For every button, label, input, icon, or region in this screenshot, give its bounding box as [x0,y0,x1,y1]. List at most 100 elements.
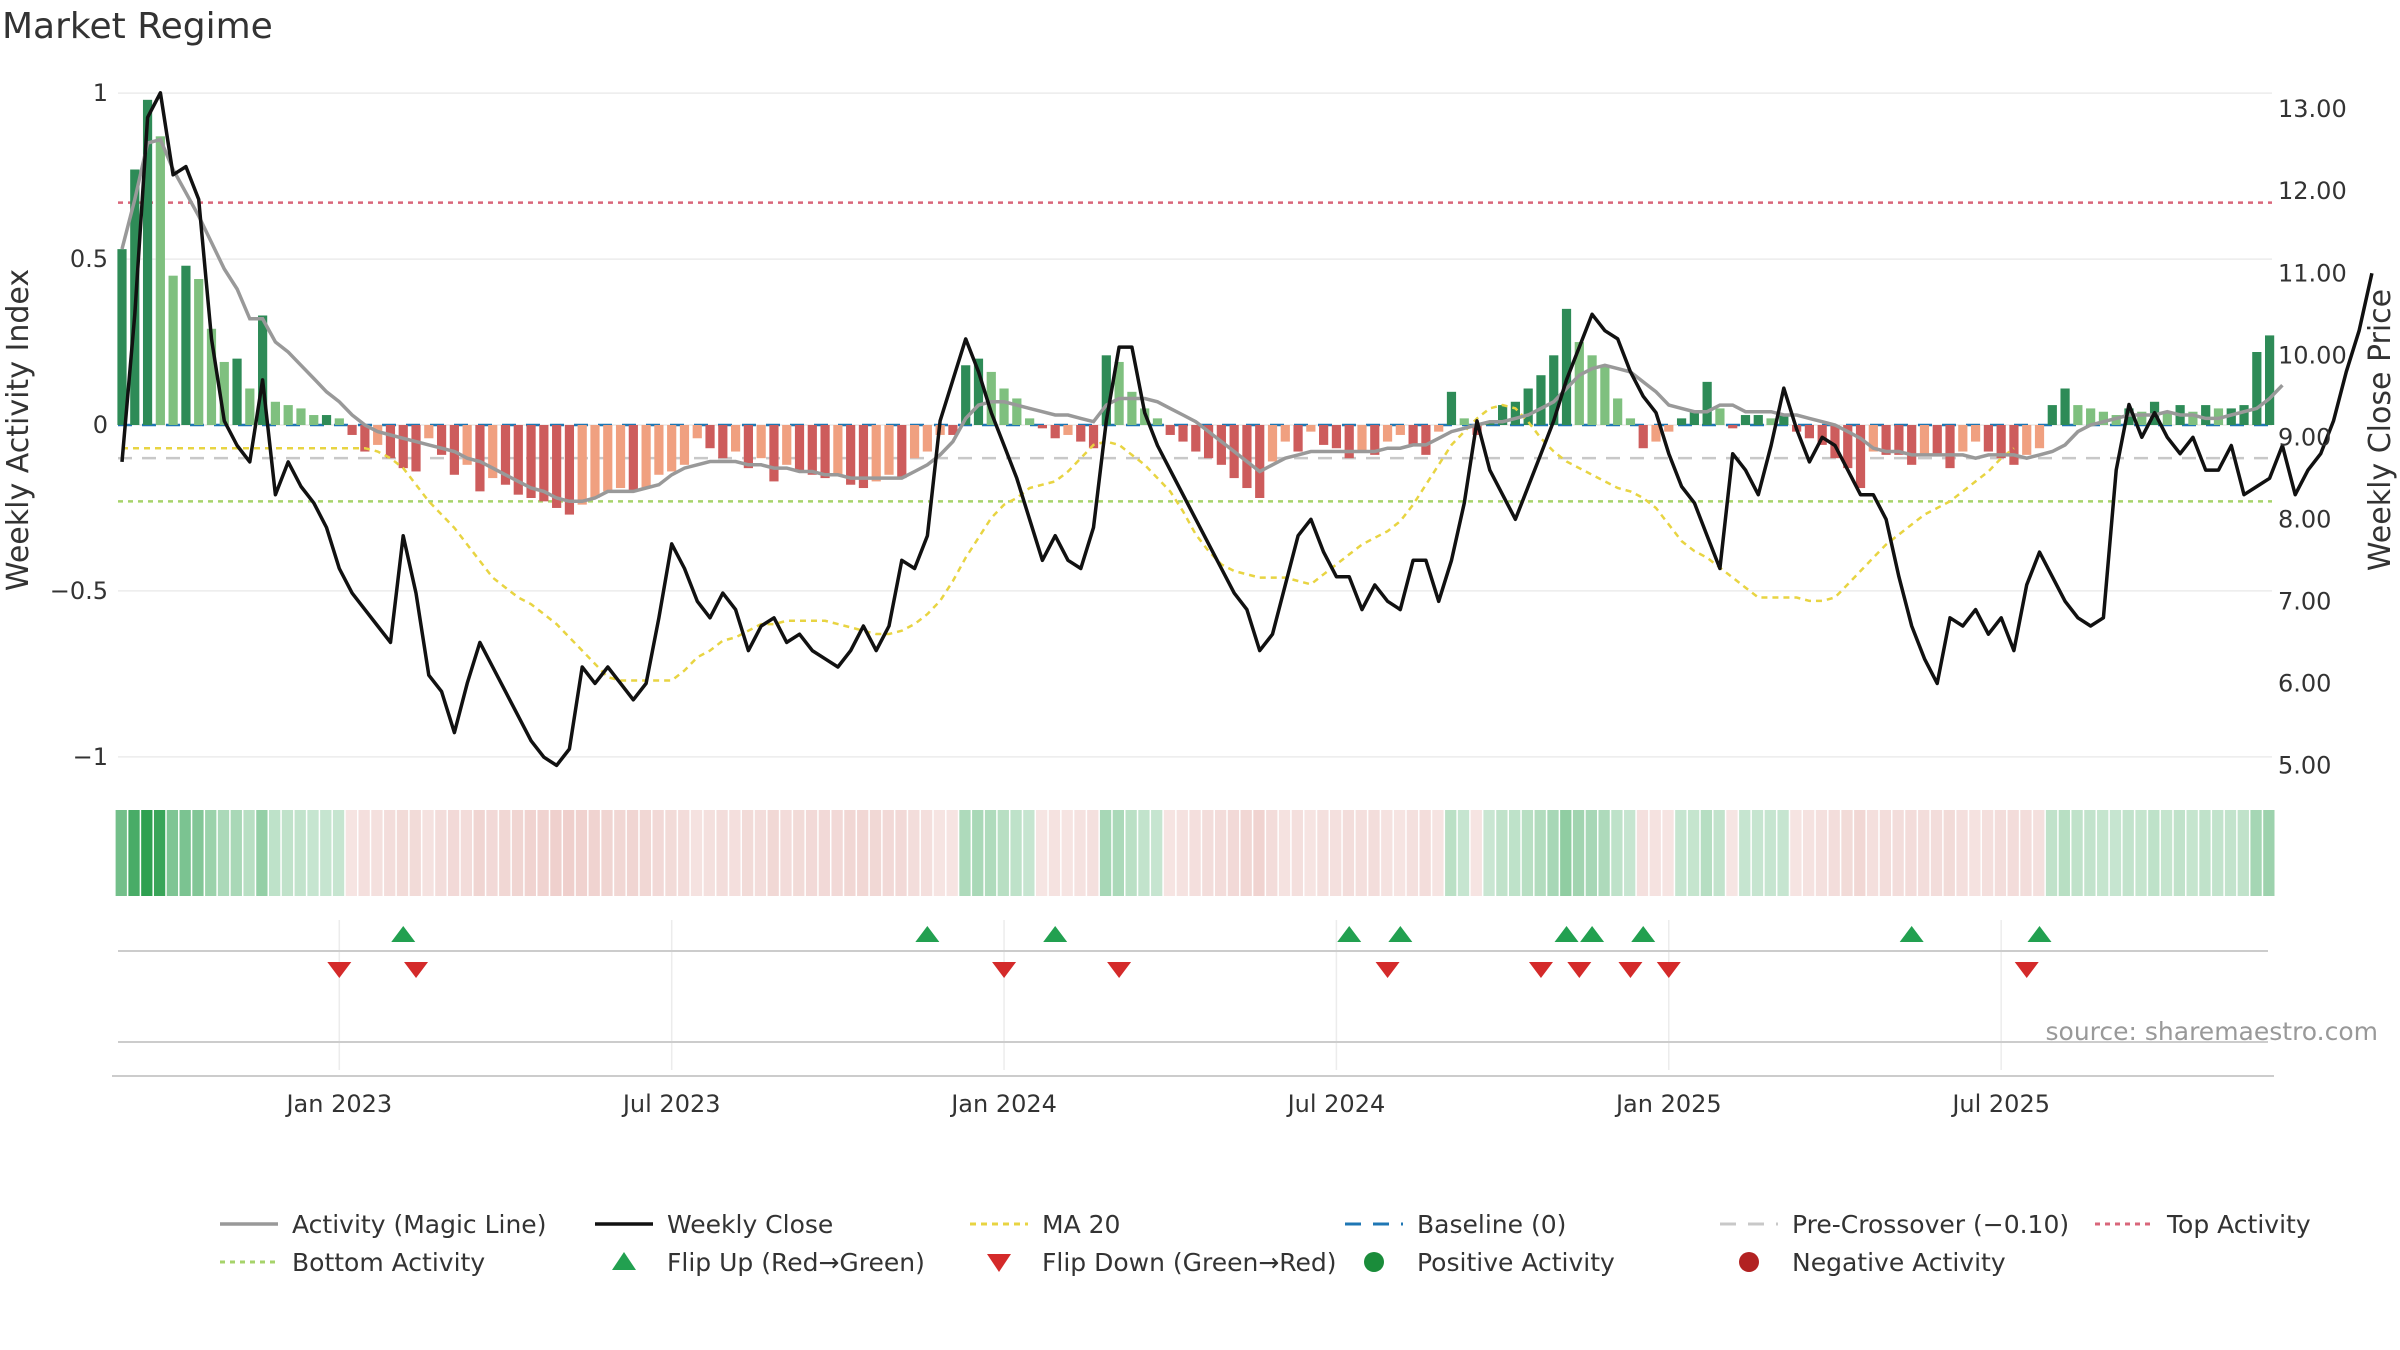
regime-strip-cell [2212,810,2224,896]
regime-strip-cell [345,810,357,896]
x-tick-label: Jul 2023 [621,1090,721,1118]
activity-bar [909,425,920,459]
regime-strip-cell [1214,810,1227,896]
activity-bar [1344,425,1354,459]
activity-bar [424,425,434,439]
legend-label-magic: Activity (Magic Line) [292,1210,546,1239]
regime-strip-cell [2109,810,2122,896]
regime-strip-cell [1253,810,1265,896]
y-axis-right-label: Weekly Close Price [2363,289,2398,571]
flip-down-marker [1567,962,1592,978]
regime-strip-cell [1355,810,1367,896]
activity-bar [1574,342,1584,425]
legend-item-magic: Activity (Magic Line) [220,1210,546,1239]
activity-bar [245,388,255,425]
activity-bar [999,388,1009,425]
activity-bar [807,425,817,475]
activity-bar [321,415,332,425]
regime-strip-cell [1445,810,1457,896]
regime-strip-cell [269,810,281,896]
legend-label-positive: Positive Activity [1417,1248,1615,1277]
flip-down-marker [1528,962,1553,978]
activity-bar [2239,405,2249,425]
activity-bar [782,425,792,465]
regime-strip-cell [537,810,549,896]
regime-strip-cell [1317,810,1329,896]
regime-strip-cell [895,810,907,896]
regime-strip-cell [754,810,767,896]
activity-bar [526,425,536,498]
activity-bar [1434,425,1444,432]
activity-bar [603,425,613,492]
regime-strip-cell [1828,810,1840,896]
regime-strip-cell [473,810,485,896]
activity-bar [2201,405,2211,425]
regime-strip-cell [588,810,600,896]
y-left-tick-label: 0 [93,411,108,439]
activity-bar [2188,411,2198,425]
regime-strip-cell [422,810,434,896]
regime-strip-cell [128,810,140,896]
regime-strip-cell [1636,810,1649,896]
legend: Activity (Magic Line) Weekly Close MA 20 Ba… [220,1210,2311,1277]
legend-label-flipup: Flip Up (Red→Green) [667,1248,925,1277]
regime-strip-cell [652,810,664,896]
legend-item-baseline: Baseline (0) [1345,1210,1566,1239]
regime-strip-cell [2237,810,2249,896]
regime-strip-cell [2097,810,2109,896]
activity-bar [232,358,242,425]
regime-strip-cell [920,810,933,896]
activity-bar [731,425,741,452]
legend-item-flipup: Flip Up (Red→Green) [612,1248,925,1277]
regime-strip-cell [665,810,677,896]
activity-bar [1804,425,1815,439]
regime-strip-cell [716,810,728,896]
activity-bar [309,415,319,425]
activity-bar [1894,425,1904,455]
activity-bar [679,425,690,465]
flip-down-marker [1656,962,1681,978]
regime-strip-cell [1943,810,1955,896]
flip-down-marker [992,962,1017,978]
regime-strip-cell [1074,810,1086,896]
legend-label-top: Top Activity [2166,1210,2311,1239]
activity-bar [1919,425,1930,455]
y-right-tick-label: 6.00 [2278,669,2331,697]
activity-bar [2060,388,2070,425]
activity-bar [1881,425,1891,455]
regime-strip-cell [1457,810,1470,896]
series-lines [120,91,2374,768]
regime-strip-cell [2199,810,2211,896]
flip-down-marker [327,962,352,978]
activity-bar [1907,425,1917,465]
regime-strip-cell [1189,810,1201,896]
regime-strip-cell [1624,810,1636,896]
regime-strip-cell [972,810,984,896]
regime-strip-cell [1585,810,1597,896]
regime-strip-cell [1930,810,1943,896]
activity-bar [2073,405,2083,425]
activity-bar [769,425,779,482]
activity-bar [973,358,984,425]
legend-label-negative: Negative Activity [1792,1248,2006,1277]
activity-bar [1817,425,1827,445]
magic-line [120,137,2284,504]
regime-strip-cell [1764,810,1776,896]
activity-bar [1446,391,1457,425]
y-left-tick-label: 0.5 [70,245,108,273]
flip-down-marker [1375,962,1400,978]
regime-strip-cell [320,810,332,896]
regime-strip-cell [1099,810,1112,896]
regime-strip-cell [1790,810,1802,896]
regime-strip-cell [307,810,319,896]
regime-strip-cell [217,810,230,896]
regime-strip-cell [141,810,153,896]
regime-strip-cell [1739,810,1751,896]
activity-bar [1101,355,1111,425]
regime-strip-cell [2224,810,2237,896]
regime-strip-cell [818,810,830,896]
regime-strip-cell [678,810,690,896]
x-tick-label: Jul 2024 [1286,1090,1386,1118]
activity-bar [1025,418,1035,425]
